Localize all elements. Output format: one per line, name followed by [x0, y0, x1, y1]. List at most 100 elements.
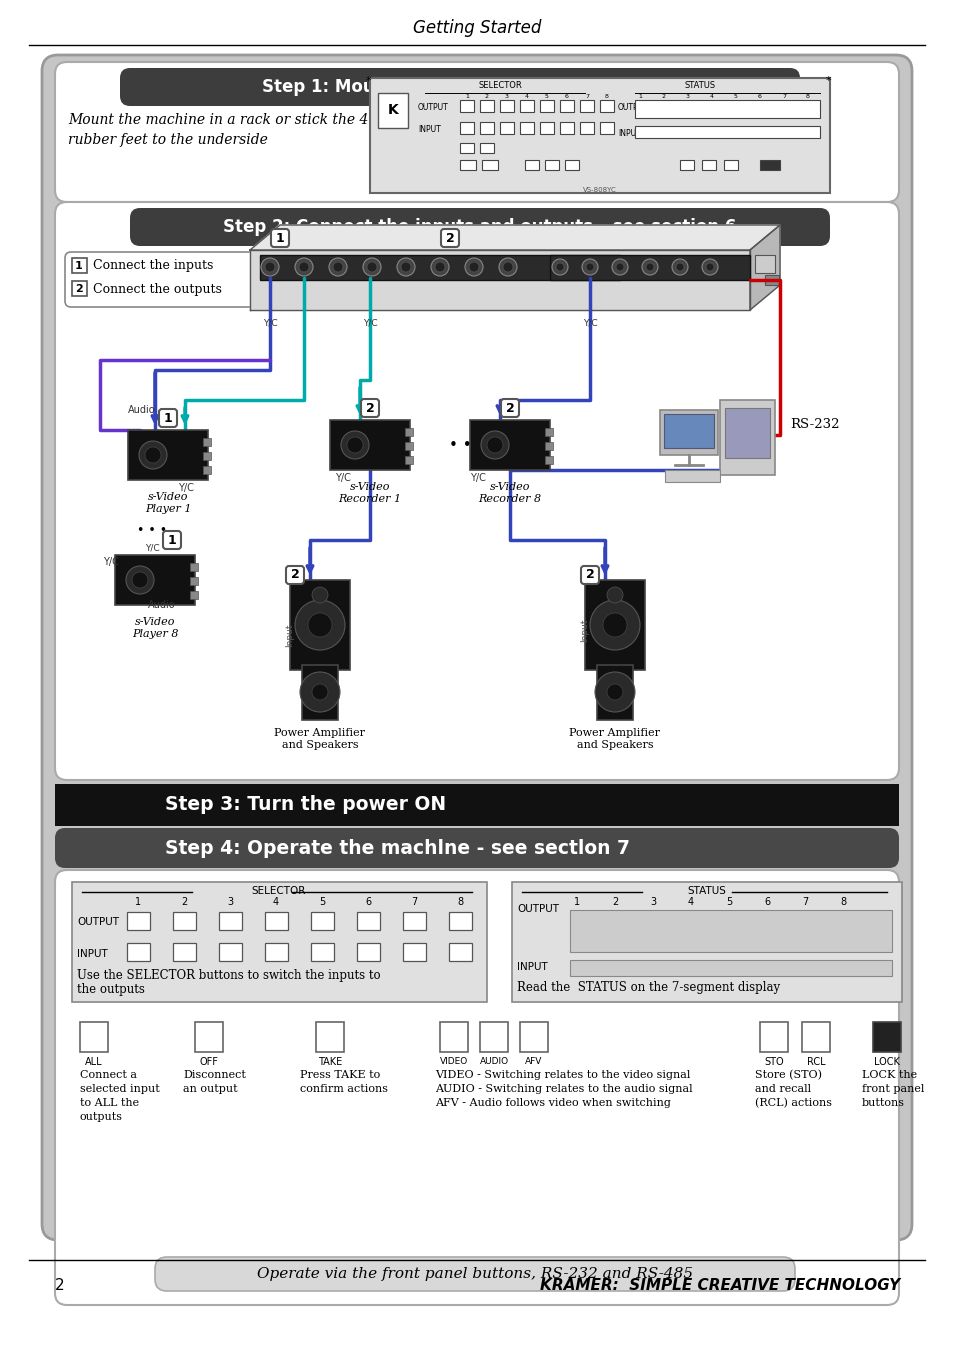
- Bar: [872, 1022, 900, 1052]
- Circle shape: [469, 262, 478, 272]
- Text: Y/C: Y/C: [335, 473, 351, 483]
- Text: OUTPUT: OUTPUT: [618, 104, 648, 112]
- Bar: [71, 882, 486, 1002]
- Text: Audio: Audio: [128, 406, 155, 415]
- Bar: [190, 562, 198, 571]
- Bar: [377, 93, 408, 128]
- Text: confirm actions: confirm actions: [299, 1084, 388, 1094]
- Text: Connect the inputs: Connect the inputs: [92, 260, 213, 273]
- Text: 3: 3: [685, 93, 689, 99]
- Polygon shape: [250, 224, 780, 250]
- Text: 4: 4: [709, 93, 713, 99]
- FancyBboxPatch shape: [65, 251, 274, 307]
- Circle shape: [589, 600, 639, 650]
- Bar: [635, 126, 820, 138]
- Text: 1: 1: [464, 93, 469, 99]
- Text: INPUT: INPUT: [77, 949, 108, 959]
- Circle shape: [126, 566, 153, 594]
- Bar: [265, 942, 288, 961]
- Bar: [760, 1022, 787, 1052]
- Bar: [499, 122, 514, 134]
- Circle shape: [431, 258, 449, 276]
- Circle shape: [329, 258, 347, 276]
- Text: Press TAKE to: Press TAKE to: [299, 1069, 380, 1080]
- Bar: [265, 913, 288, 930]
- Text: 3: 3: [227, 896, 233, 907]
- Text: 5: 5: [544, 93, 548, 99]
- Circle shape: [299, 672, 339, 713]
- FancyBboxPatch shape: [55, 201, 898, 780]
- Circle shape: [645, 264, 654, 270]
- Circle shape: [363, 258, 380, 276]
- Text: 1: 1: [574, 896, 579, 907]
- Text: Getting Started: Getting Started: [413, 19, 540, 37]
- Text: 1: 1: [168, 534, 176, 546]
- Bar: [203, 438, 211, 446]
- Bar: [519, 1022, 547, 1052]
- Circle shape: [606, 587, 622, 603]
- Polygon shape: [749, 224, 780, 310]
- Circle shape: [480, 431, 509, 458]
- Text: SELECTOR: SELECTOR: [477, 81, 521, 91]
- FancyBboxPatch shape: [55, 62, 898, 201]
- Bar: [479, 1022, 507, 1052]
- Text: buttons: buttons: [862, 1098, 904, 1109]
- Text: to ALL the: to ALL the: [80, 1098, 139, 1109]
- Bar: [115, 556, 194, 604]
- Bar: [512, 882, 901, 1002]
- Bar: [664, 470, 720, 483]
- Text: Disconnect: Disconnect: [183, 1069, 246, 1080]
- Bar: [172, 913, 195, 930]
- Bar: [439, 1022, 468, 1052]
- Bar: [760, 160, 780, 170]
- Text: INPUT: INPUT: [618, 128, 640, 138]
- FancyBboxPatch shape: [159, 410, 177, 427]
- Bar: [311, 913, 334, 930]
- Text: selected input: selected input: [80, 1084, 159, 1094]
- Circle shape: [139, 441, 167, 469]
- Bar: [190, 577, 198, 585]
- Text: 6: 6: [758, 93, 761, 99]
- FancyBboxPatch shape: [163, 531, 181, 549]
- Circle shape: [671, 260, 687, 274]
- Bar: [370, 78, 829, 193]
- Bar: [539, 122, 554, 134]
- Text: ALL: ALL: [85, 1057, 103, 1067]
- Bar: [544, 456, 553, 464]
- Text: 2: 2: [611, 896, 618, 907]
- Text: 7: 7: [801, 896, 807, 907]
- Text: 7: 7: [411, 896, 416, 907]
- Text: 7: 7: [584, 93, 588, 99]
- Bar: [172, 942, 195, 961]
- Text: Power Amplifier
and Speakers: Power Amplifier and Speakers: [274, 727, 365, 749]
- Bar: [519, 100, 534, 112]
- Text: Store (STO): Store (STO): [754, 1069, 821, 1080]
- Bar: [356, 913, 379, 930]
- Text: 5: 5: [318, 896, 325, 907]
- Circle shape: [602, 612, 626, 637]
- Text: STO: STO: [763, 1057, 783, 1067]
- Text: *: *: [824, 76, 830, 87]
- Bar: [801, 1022, 829, 1052]
- Text: *: *: [365, 76, 371, 87]
- Text: outputs: outputs: [80, 1111, 123, 1122]
- Text: VIDEO - Switching relates to the video signal: VIDEO - Switching relates to the video s…: [435, 1069, 690, 1080]
- Text: KRAMER:  SIMPLE CREATIVE TECHNOLOGY: KRAMER: SIMPLE CREATIVE TECHNOLOGY: [539, 1278, 899, 1293]
- Bar: [479, 122, 494, 134]
- Bar: [405, 456, 413, 464]
- Text: INPUT: INPUT: [417, 126, 440, 134]
- Bar: [127, 942, 150, 961]
- Circle shape: [676, 264, 683, 270]
- Text: Read the  STATUS on the 7-segment display: Read the STATUS on the 7-segment display: [517, 980, 780, 994]
- Bar: [720, 400, 774, 475]
- Text: the outputs: the outputs: [77, 983, 145, 996]
- Circle shape: [298, 262, 309, 272]
- Bar: [724, 408, 769, 458]
- Text: s-Video
Recorder 8: s-Video Recorder 8: [478, 483, 541, 503]
- Text: rubber feet to the underside: rubber feet to the underside: [68, 132, 268, 147]
- Text: 2: 2: [484, 93, 489, 99]
- Bar: [599, 100, 614, 112]
- Bar: [479, 143, 494, 153]
- Bar: [470, 420, 550, 470]
- Text: Step 4: Operate the machlne - see sectlon 7: Step 4: Operate the machlne - see sectlo…: [165, 838, 629, 857]
